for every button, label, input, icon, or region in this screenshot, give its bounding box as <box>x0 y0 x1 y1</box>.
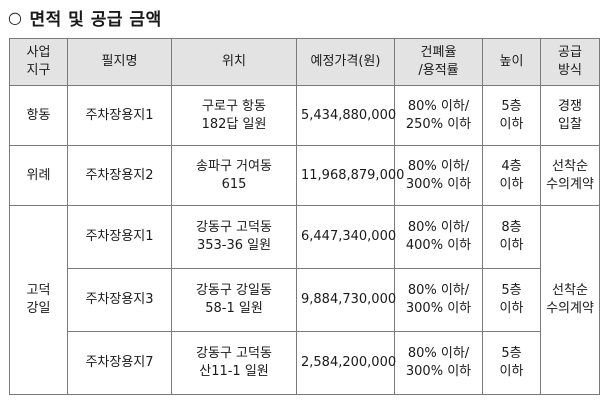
ratio-cell: 80% 이하/ 300% 이하 <box>394 268 483 332</box>
height-cell: 5층 이하 <box>482 331 541 395</box>
price-cell: 11,968,879,000 <box>296 145 404 206</box>
lot-cell: 주차장용지1 <box>67 85 172 146</box>
method-cell: 경쟁 입찰 <box>540 85 600 146</box>
header-price: 예정가격(원) <box>296 38 395 86</box>
header-method: 공급 방식 <box>540 38 600 86</box>
method-cell: 선착순 수의계약 <box>540 205 600 395</box>
header-district: 사업 지구 <box>9 38 68 86</box>
section-heading: ○ 면적 및 공급 금액 <box>8 2 162 32</box>
district-cell: 위례 <box>9 145 68 206</box>
table-row: 위례 주차장용지2 송파구 거여동 615 11,968,879,000 80%… <box>9 145 600 206</box>
price-cell: 9,884,730,000 <box>296 268 396 332</box>
height-cell: 5층 이하 <box>482 85 541 146</box>
header-ratio: 건폐율 /용적률 <box>394 38 483 86</box>
location-cell: 강동구 강일동 58-1 일원 <box>171 268 297 332</box>
method-cell: 선착순 수의계약 <box>540 145 600 206</box>
location-cell: 강동구 고덕동 353-36 일원 <box>171 205 297 269</box>
height-cell: 5층 이하 <box>482 268 541 332</box>
lot-cell: 주차장용지7 <box>67 331 172 395</box>
table-row: 고덕 강일 주차장용지1 강동구 고덕동 353-36 일원 6,447,340… <box>9 205 600 395</box>
supply-price-table: 사업 지구 필지명 위치 예정가격(원) 건폐율 /용적률 높이 공급 방식 <box>9 38 600 395</box>
price-cell: 5,434,880,000 <box>296 85 396 146</box>
table-row: 주차장용지3 강동구 강일동 58-1 일원 9,884,730,000 80%… <box>10 268 600 332</box>
height-cell: 8층 이하 <box>482 205 541 269</box>
location-cell: 구로구 항동 182답 일원 <box>171 85 297 146</box>
ratio-cell: 80% 이하/ 250% 이하 <box>394 85 483 146</box>
district-cell: 고덕 강일 <box>9 205 68 395</box>
section-title: 면적 및 공급 금액 <box>29 9 162 30</box>
table-row: 주차장용지7 강동구 고덕동 산11-1 일원 2,584,200,000 80… <box>10 331 600 395</box>
height-cell: 4층 이하 <box>482 145 541 206</box>
location-cell: 송파구 거여동 615 <box>171 145 297 206</box>
table-row: 항동 주차장용지1 구로구 항동 182답 일원 5,434,880,000 8… <box>9 85 600 146</box>
ratio-cell: 80% 이하/ 300% 이하 <box>394 331 483 395</box>
district-cell: 항동 <box>9 85 68 146</box>
table-header-row: 사업 지구 필지명 위치 예정가격(원) 건폐율 /용적률 높이 공급 방식 <box>9 38 600 86</box>
lot-cell: 주차장용지3 <box>67 268 172 332</box>
lot-cell: 주차장용지2 <box>67 145 172 206</box>
ratio-cell: 80% 이하/ 400% 이하 <box>394 205 483 269</box>
price-cell: 2,584,200,000 <box>296 331 396 395</box>
header-height: 높이 <box>482 38 541 86</box>
price-cell: 6,447,340,000 <box>296 205 396 269</box>
ratio-cell: 80% 이하/ 300% 이하 <box>394 145 483 206</box>
lot-cell: 주차장용지1 <box>67 205 172 269</box>
circle-bullet-icon: ○ <box>8 7 23 27</box>
location-cell: 강동구 고덕동 산11-1 일원 <box>171 331 297 395</box>
header-lot: 필지명 <box>67 38 172 86</box>
header-location: 위치 <box>171 38 297 86</box>
